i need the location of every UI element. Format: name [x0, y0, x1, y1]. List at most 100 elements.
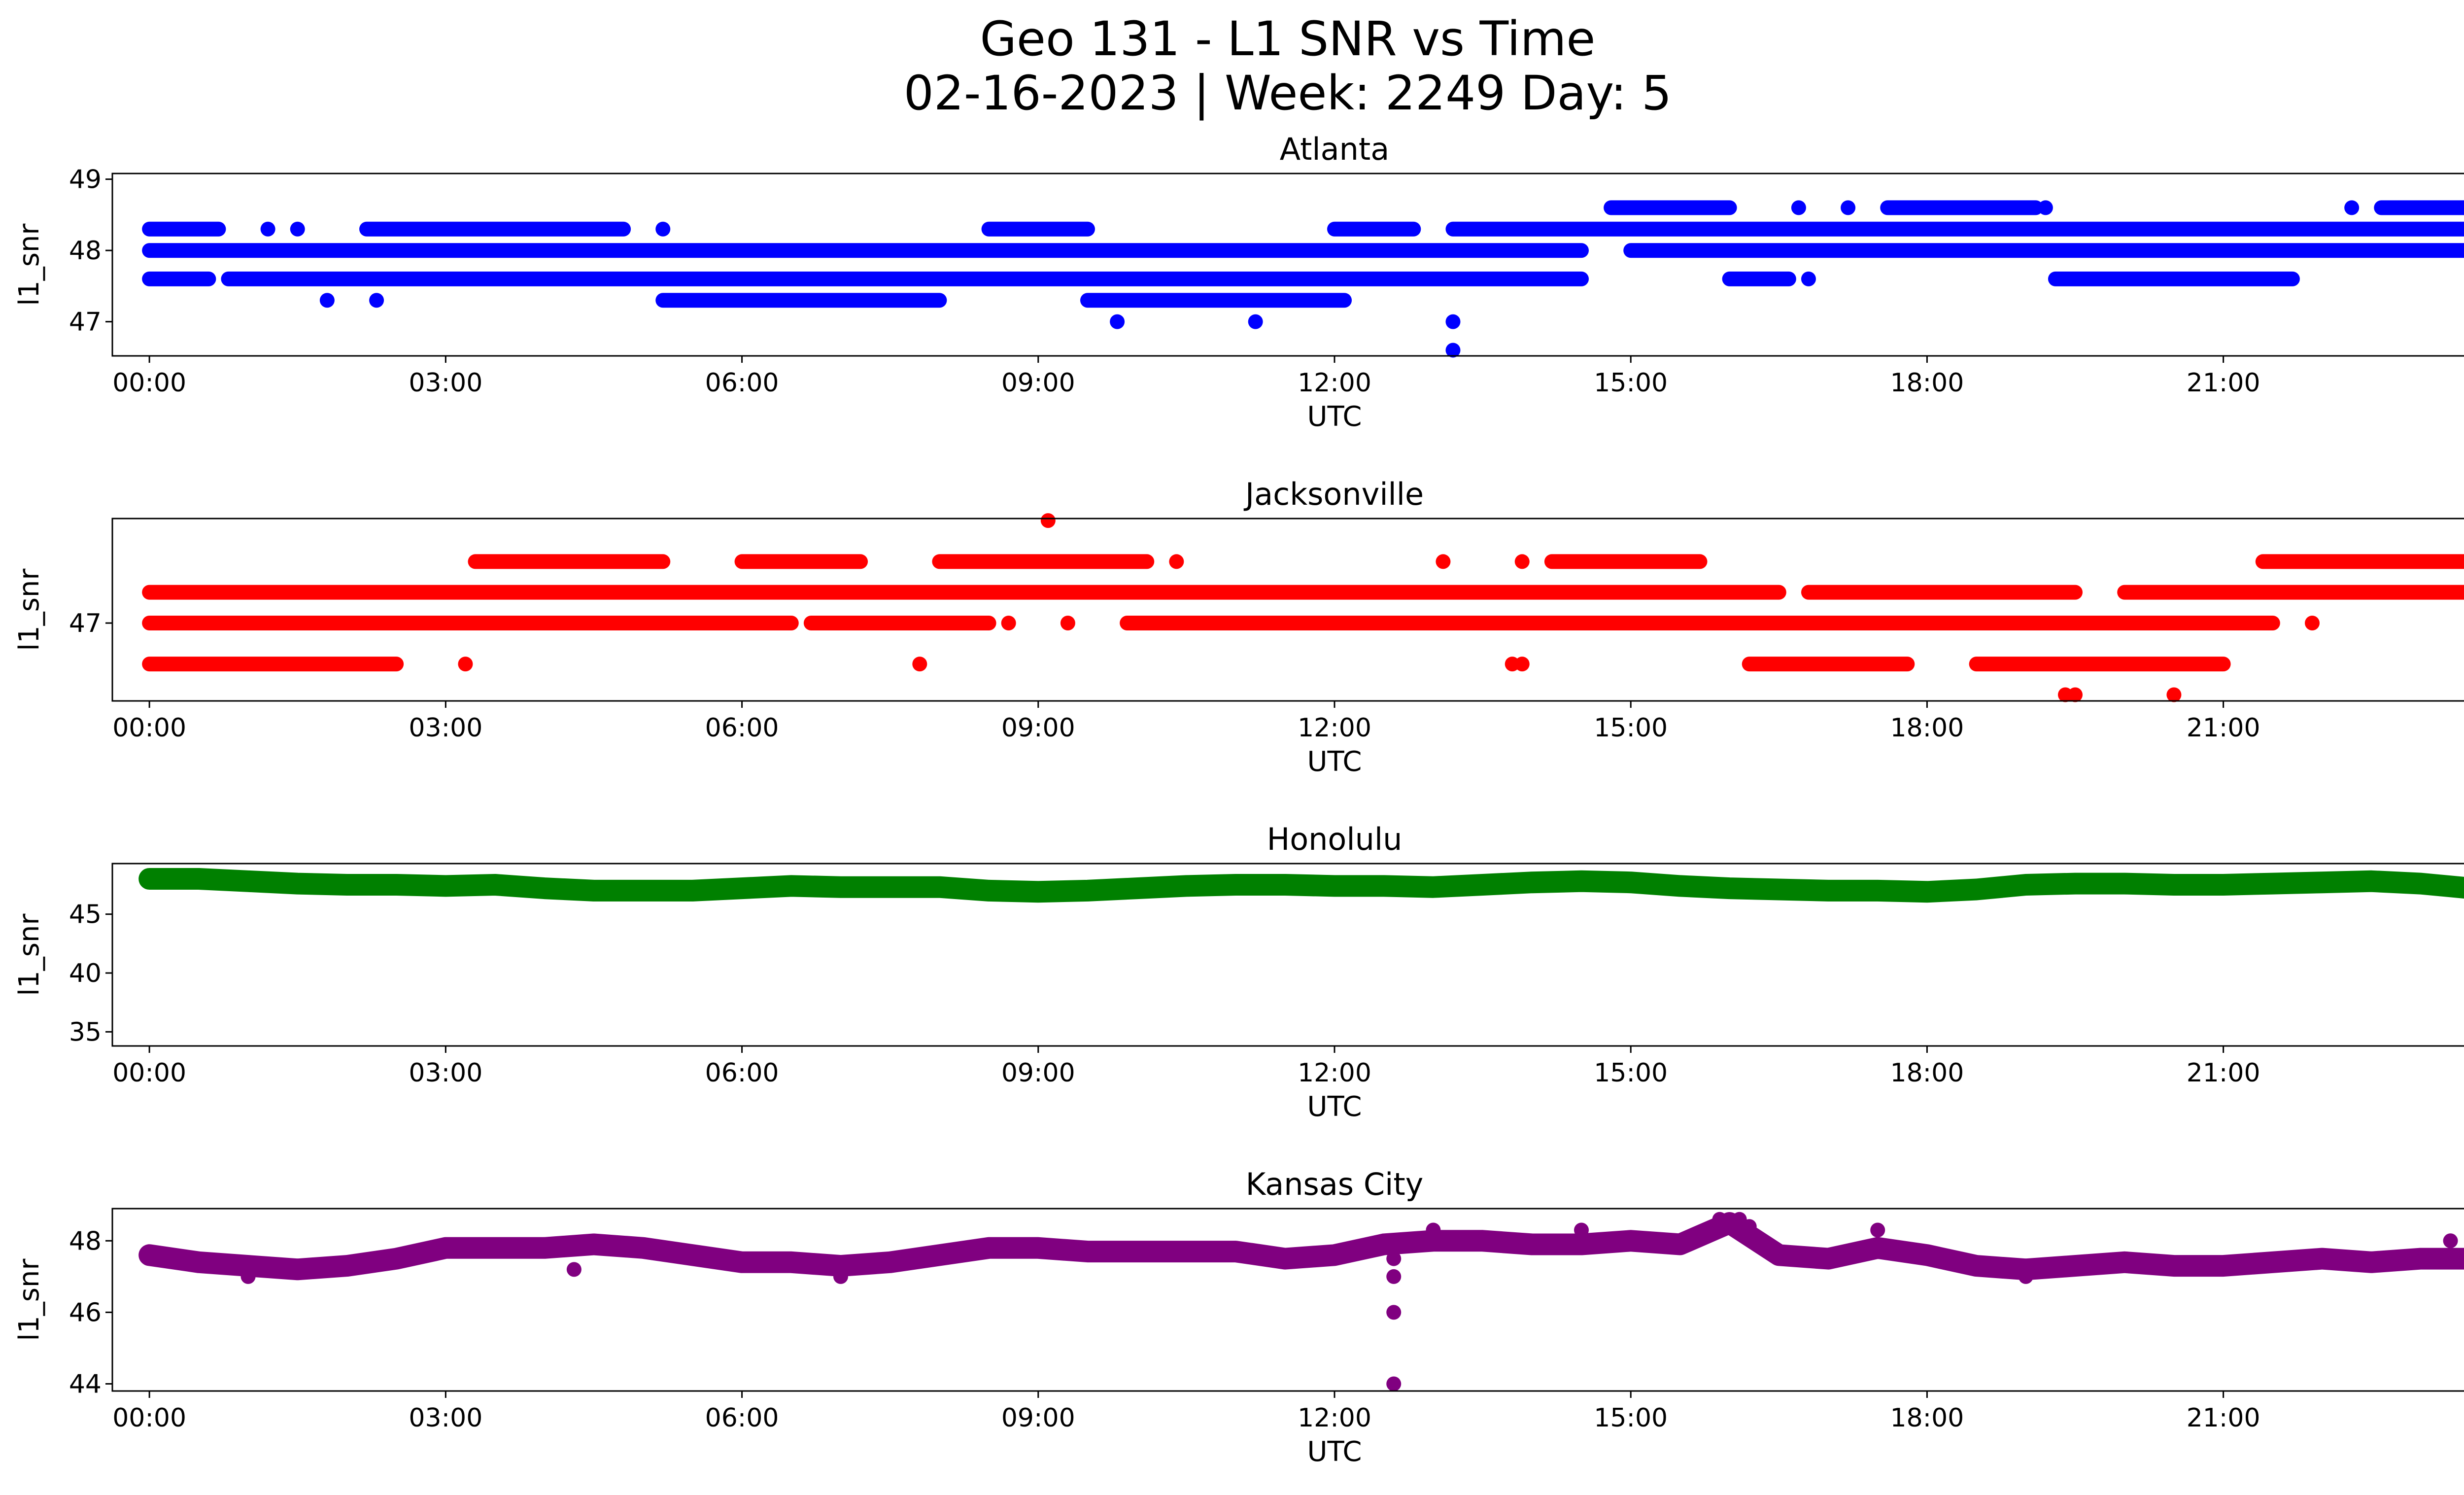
series-points: [138, 868, 2464, 903]
x-axis-label: UTC: [1307, 1436, 1362, 1468]
x-tick-label: 15:00: [1594, 368, 1668, 398]
data-point: [2443, 1233, 2458, 1249]
data-point: [2344, 200, 2360, 215]
data-point: [1514, 554, 1530, 569]
x-tick-label: 09:00: [1001, 1403, 1075, 1433]
x-tick-label: 09:00: [1001, 368, 1075, 398]
y-tick-label: 48: [69, 236, 102, 266]
data-point: [2166, 687, 2182, 702]
y-tick-label: 48: [69, 1226, 102, 1256]
data-point: [1436, 554, 1451, 569]
y-tick-label: 46: [69, 1298, 102, 1327]
data-point: [1870, 1222, 1885, 1238]
x-tick-label: 21:00: [2187, 713, 2260, 743]
x-tick-label: 18:00: [1890, 1403, 1964, 1433]
x-tick-label: 06:00: [705, 713, 779, 743]
x-tick-label: 18:00: [1890, 713, 1964, 743]
figure-subtitle: 02-16-2023 | Week: 2249 Day: 5: [904, 66, 1672, 121]
x-tick-label: 03:00: [409, 713, 482, 743]
data-point: [655, 221, 671, 237]
series-points: [142, 513, 2464, 702]
data-point: [1801, 271, 1816, 286]
data-point: [458, 657, 473, 672]
data-point: [1040, 513, 1056, 528]
data-point: [1791, 200, 1806, 215]
data-point: [369, 293, 384, 308]
x-axis-label: UTC: [1307, 746, 1362, 778]
x-tick-label: 00:00: [112, 368, 186, 398]
axes-frame: [111, 518, 2464, 702]
y-tick-label: 49: [69, 165, 102, 195]
x-tick-label: 18:00: [1890, 368, 1964, 398]
data-point: [1445, 343, 1461, 358]
panel-kansas-city: Kansas City 00:00 03:00 06:00 09:00 12:00 15:0…: [13, 1166, 2464, 1468]
x-tick-label: 21:00: [2187, 1058, 2260, 1088]
data-point: [240, 1269, 256, 1284]
panel-honolulu: Honolulu 00:00 03:00 06:00 09:00 12:00 15:00 18…: [13, 821, 2464, 1123]
data-point: [1001, 616, 1016, 631]
x-tick-label: 00:00: [112, 713, 186, 743]
y-axis-label: l1_snr: [13, 568, 45, 651]
data-point: [833, 1269, 848, 1284]
x-tick-label: 03:00: [409, 1058, 482, 1088]
panel-title: Atlanta: [1280, 131, 1389, 167]
y-tick-label: 45: [69, 900, 102, 930]
data-point: [1060, 616, 1075, 631]
x-tick-label: 00:00: [112, 1058, 186, 1088]
x-tick-label: 12:00: [1298, 713, 1371, 743]
y-tick-label: 35: [69, 1017, 102, 1047]
x-tick-label: 12:00: [1298, 1403, 1371, 1433]
data-point: [912, 657, 927, 672]
data-point: [319, 293, 335, 308]
series-trace: [138, 868, 2464, 903]
y-axis-label: l1_snr: [13, 1258, 45, 1341]
data-point: [1841, 200, 1856, 215]
panel-jacksonville: Jacksonville 00:00 03:00 06:00 09:00 12:00 15:…: [13, 476, 2464, 778]
x-tick-label: 06:00: [705, 368, 779, 398]
x-tick-label: 00:00: [112, 1403, 186, 1433]
data-point: [1386, 1251, 1402, 1266]
series-points: [142, 200, 2464, 358]
y-tick-label: 47: [69, 609, 102, 638]
x-tick-label: 15:00: [1594, 1058, 1668, 1088]
x-tick-label: 06:00: [705, 1403, 779, 1433]
data-point: [1742, 1219, 1757, 1234]
panel-title: Honolulu: [1267, 821, 1403, 857]
axes-frame: [111, 1208, 2464, 1392]
x-tick-label: 21:00: [2187, 368, 2260, 398]
data-point: [1514, 657, 1530, 672]
x-axis-label: UTC: [1307, 1091, 1362, 1123]
x-tick-label: 12:00: [1298, 1058, 1371, 1088]
panel-atlanta: Atlanta 00:00 03:00 06:00 09:00 12:00 15:00 18:…: [13, 131, 2464, 433]
data-point: [1248, 314, 1263, 329]
data-point: [290, 221, 305, 237]
data-point: [1386, 1269, 1402, 1284]
y-tick-label: 44: [69, 1369, 102, 1399]
series-points: [138, 1212, 2464, 1391]
data-point: [1386, 1376, 1402, 1391]
data-point: [1426, 1222, 1441, 1238]
panel-title: Jacksonville: [1243, 476, 1424, 512]
x-tick-label: 21:00: [2187, 1403, 2260, 1433]
series-trace: [138, 1212, 2464, 1281]
x-tick-label: 18:00: [1890, 1058, 1964, 1088]
panel-title: Kansas City: [1246, 1166, 1424, 1202]
data-point: [2068, 687, 2083, 702]
x-axis-label: UTC: [1307, 401, 1362, 433]
data-point: [1702, 1222, 1717, 1238]
y-tick-label: 40: [69, 959, 102, 988]
data-point: [1445, 314, 1461, 329]
data-point: [1386, 1305, 1402, 1320]
y-axis-label: l1_snr: [13, 223, 45, 306]
x-tick-label: 12:00: [1298, 368, 1371, 398]
x-tick-label: 09:00: [1001, 713, 1075, 743]
data-point: [2018, 1269, 2033, 1284]
data-point: [2305, 616, 2320, 631]
data-point: [2038, 200, 2053, 215]
figure-title: Geo 131 - L1 SNR vs Time: [980, 11, 1596, 67]
y-axis-label: l1_snr: [13, 913, 45, 996]
x-tick-label: 06:00: [705, 1058, 779, 1088]
data-point: [1110, 314, 1125, 329]
x-tick-label: 15:00: [1594, 1403, 1668, 1433]
